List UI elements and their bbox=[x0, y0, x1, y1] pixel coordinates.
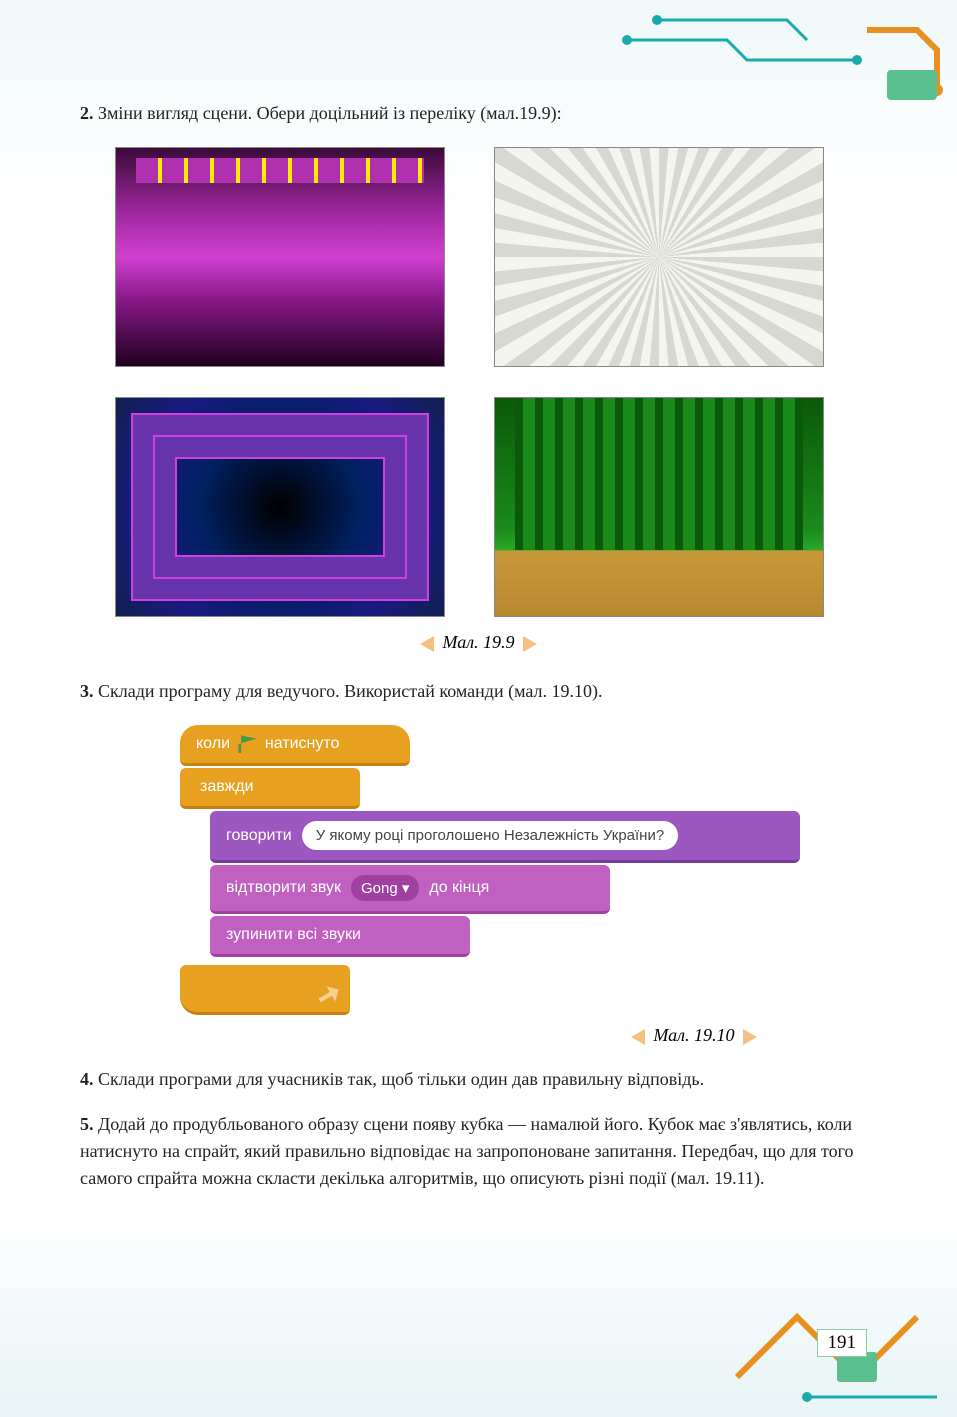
caption-arrow-right-icon bbox=[743, 1029, 757, 1045]
task-2: 2. Зміни вигляд сцени. Обери доцільний і… bbox=[80, 100, 877, 127]
block-text: зупинити всі звуки bbox=[226, 926, 361, 944]
caption-text: Мал. 19.9 bbox=[442, 632, 514, 652]
scratch-loop-end bbox=[180, 965, 350, 1015]
task-text: Склади програму для ведучого. Використай… bbox=[98, 681, 602, 701]
page-content: 2. Зміни вигляд сцени. Обери доцільний і… bbox=[0, 0, 957, 1270]
caption-arrow-right-icon bbox=[523, 636, 537, 652]
task-text: Склади програми для учасників так, щоб т… bbox=[98, 1069, 704, 1089]
block-text: завжди bbox=[200, 778, 254, 795]
task-number: 4. bbox=[80, 1069, 94, 1089]
figure-caption-19-9: Мал. 19.9 bbox=[80, 632, 877, 653]
task-number: 3. bbox=[80, 681, 94, 701]
sound-dropdown[interactable]: Gong ▾ bbox=[351, 875, 419, 901]
scratch-say-block[interactable]: говорити У якому році проголошено Незале… bbox=[210, 811, 800, 863]
scene-options-grid bbox=[115, 147, 842, 617]
scene-neon-tunnel[interactable] bbox=[115, 397, 445, 617]
scratch-program: коли натиснуто завжди говорити У якому р… bbox=[180, 725, 820, 1015]
scratch-play-sound-block[interactable]: відтворити звук Gong ▾ до кінця bbox=[210, 865, 610, 914]
task-3: 3. Склади програму для ведучого. Викорис… bbox=[80, 678, 877, 705]
task-number: 2. bbox=[80, 103, 94, 123]
task-number: 5. bbox=[80, 1114, 94, 1134]
figure-caption-19-10: Мал. 19.10 bbox=[80, 1025, 757, 1046]
scratch-event-block[interactable]: коли натиснуто bbox=[180, 725, 410, 766]
task-4: 4. Склади програми для учасників так, що… bbox=[80, 1066, 877, 1093]
scene-theater-curtain[interactable] bbox=[494, 397, 824, 617]
scene-light-rays[interactable] bbox=[494, 147, 824, 367]
green-flag-icon bbox=[238, 735, 256, 753]
caption-text: Мал. 19.10 bbox=[653, 1025, 734, 1045]
block-text-post: натиснуто bbox=[265, 735, 340, 752]
scene-spotlight-stage[interactable] bbox=[115, 147, 445, 367]
task-5: 5. Додай до продубльованого образу сцени… bbox=[80, 1111, 877, 1192]
block-text: відтворити звук bbox=[226, 879, 341, 897]
block-text: до кінця bbox=[429, 879, 489, 897]
page-number: 191 bbox=[817, 1329, 868, 1357]
block-text: говорити bbox=[226, 827, 292, 845]
scratch-stop-sounds-block[interactable]: зупинити всі звуки bbox=[210, 916, 470, 957]
block-text-pre: коли bbox=[196, 735, 230, 752]
say-bubble-text[interactable]: У якому році проголошено Незалежність Ук… bbox=[302, 821, 678, 850]
task-text: Зміни вигляд сцени. Обери доцільний із п… bbox=[98, 103, 562, 123]
caption-arrow-left-icon bbox=[631, 1029, 645, 1045]
circuit-decoration-bottom bbox=[657, 1297, 957, 1417]
task-text: Додай до продубльованого образу сцени по… bbox=[80, 1114, 854, 1188]
caption-arrow-left-icon bbox=[420, 636, 434, 652]
scratch-forever-block[interactable]: завжди bbox=[180, 768, 360, 809]
